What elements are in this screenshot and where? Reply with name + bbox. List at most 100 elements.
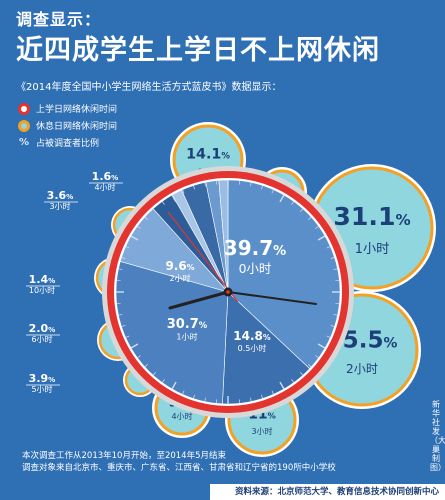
weekday-label-3: 9.6%2小时 — [165, 259, 194, 283]
clock-tick-21 — [161, 379, 165, 383]
clock-tick-52 — [300, 208, 304, 212]
weekday-pct: 3.9% — [29, 372, 56, 385]
weekday-unit: % — [48, 375, 55, 384]
clock-tick-6 — [315, 355, 319, 359]
weekday-slice-0 — [227, 179, 341, 370]
rest-swatch-icon — [18, 119, 30, 132]
rest-bubble-unit: % — [384, 335, 398, 351]
legend-label-rest: 休息日网络休闲时间 — [36, 122, 118, 132]
clock-tick-19 — [182, 390, 185, 395]
weekday-pie — [115, 179, 341, 405]
weekday-unit: % — [66, 192, 73, 201]
clock-tick-9 — [291, 379, 295, 383]
weekday-pct: 39.7% — [224, 236, 286, 260]
weekday-time-label: 10小时 — [29, 285, 55, 295]
clock-tick-20 — [171, 381, 177, 390]
weekday-unit: % — [199, 320, 208, 330]
clock-tick-24 — [137, 355, 141, 359]
weekday-pct: 14.8% — [233, 329, 271, 343]
footnote-line-2: 调查对象来自北京市、重庆市、广东省、江西省、甘肃省和辽宁省的190所中小学校 — [22, 463, 336, 473]
legend-label-weekday: 上学日网络休闲时间 — [36, 105, 118, 115]
clock-tick-57 — [330, 257, 335, 259]
clock-tick-35 — [130, 235, 139, 241]
clock-tick-23 — [144, 364, 148, 368]
clock-tick-3 — [330, 325, 335, 327]
weekday-pct: 1.6% — [92, 170, 119, 183]
rest-bubble-label: 1小时 — [355, 241, 390, 257]
clock-tick-36 — [137, 225, 141, 229]
rest-bubble-pct: 14.1% — [186, 146, 230, 162]
weekday-label-7: 2.0%6小时 — [26, 322, 60, 344]
clock-tick-55 — [317, 235, 326, 241]
weekday-label-0: 39.7%0小时 — [224, 236, 286, 276]
weekday-unit: % — [111, 173, 118, 182]
footnote: 本次调查工作从2013年10月开始，至2014年5月结束 调查对象来自北京市、重… — [22, 450, 336, 474]
clock-tick-27 — [121, 325, 126, 327]
legend: 上学日网络休闲时间 休息日网络休闲时间 % 占被调查者比例 — [18, 100, 117, 151]
weekday-pct: 30.7% — [167, 317, 208, 332]
legend-item-weekday: 上学日网络休闲时间 — [18, 100, 117, 117]
clock-tick-12 — [261, 394, 263, 399]
clock-tick-49 — [271, 189, 274, 194]
clock-second-hand — [167, 211, 239, 303]
weekday-unit: % — [187, 263, 195, 272]
legend-item-rest: 休息日网络休闲时间 — [18, 117, 117, 134]
clock-tick-25 — [130, 343, 139, 349]
clock-minute-hand — [227, 291, 317, 305]
clock-tick-51 — [291, 201, 295, 205]
legend-label-percent: 占被调查者比例 — [36, 139, 100, 149]
weekday-labels: 39.7%0小时 14.8%0.5小时 30.7%1小时 9.6%2小时 3.6%3小时… — [26, 170, 286, 394]
weekday-label-1: 14.8%0.5小时 — [233, 329, 271, 353]
rest-bubble-label: 4小时 — [171, 411, 192, 421]
footnote-line-1: 本次调查工作从2013年10月开始，至2014年5月结束 — [22, 451, 226, 461]
weekday-label-5: 1.6%4小时 — [89, 170, 123, 192]
subtitle: 《2014年度全国中小学生网络生活方式蓝皮书》数据显示： — [16, 82, 282, 93]
weekday-time-label: 6小时 — [31, 334, 52, 344]
clock-tick-5 — [317, 343, 326, 349]
legend-item-percent: % 占被调查者比例 — [18, 134, 117, 151]
clock-tick-13 — [250, 397, 252, 402]
weekday-time-label: 5小时 — [31, 384, 52, 394]
weekday-pct: 9.6% — [165, 259, 194, 273]
clock-tick-7 — [308, 364, 312, 368]
weekday-time-label: 2小时 — [169, 273, 190, 283]
clock-tick-4 — [326, 335, 331, 338]
clock-tick-53 — [308, 216, 312, 220]
weekday-pct: 1.4% — [29, 273, 56, 286]
main-title: 近四成学生上学日不上网休闲 — [16, 35, 380, 66]
weekday-pct: 2.0% — [29, 322, 56, 335]
weekday-unit: % — [263, 333, 271, 342]
kicker-title: 调查显示： — [16, 10, 102, 29]
clock-tick-32 — [118, 268, 123, 270]
clock-tick-41 — [182, 189, 185, 194]
clock-tick-47 — [250, 182, 252, 187]
rest-bubble-unit: % — [267, 410, 276, 420]
weekday-label-8: 1.4%10小时 — [26, 273, 60, 295]
clock-tick-33 — [121, 257, 126, 259]
clock-tick-48 — [261, 185, 263, 190]
percent-symbol: % — [18, 136, 30, 148]
rest-bubble-unit: % — [221, 151, 230, 161]
clock-tick-40 — [171, 194, 177, 203]
clock-tick-39 — [161, 201, 165, 205]
source-bar: 资料来源：北京师范大学、教育信息技术协同创新中心 — [210, 484, 445, 500]
clock-tick-18 — [193, 394, 195, 399]
weekday-slice-2 — [115, 261, 229, 405]
clock-tick-56 — [326, 246, 331, 249]
clock-tick-11 — [271, 390, 274, 395]
clock-hub-dot — [226, 290, 230, 294]
rest-bubble-label: 2小时 — [346, 362, 378, 376]
weekday-time-label: 4小时 — [94, 182, 115, 192]
weekday-swatch-icon — [18, 102, 30, 115]
clock-tick-50 — [279, 194, 285, 203]
weekday-pct: 3.6% — [47, 189, 74, 202]
rest-bubble-label: 3小时 — [251, 426, 272, 436]
weekday-unit: % — [48, 325, 55, 334]
clock-tick-43 — [204, 182, 206, 187]
weekday-time-label: 1小时 — [176, 332, 197, 342]
weekday-unit: % — [273, 244, 286, 259]
clock-tick-42 — [193, 185, 195, 190]
credit: 新华社发（大巢制图） — [430, 400, 445, 472]
clock-tick-37 — [144, 216, 148, 220]
